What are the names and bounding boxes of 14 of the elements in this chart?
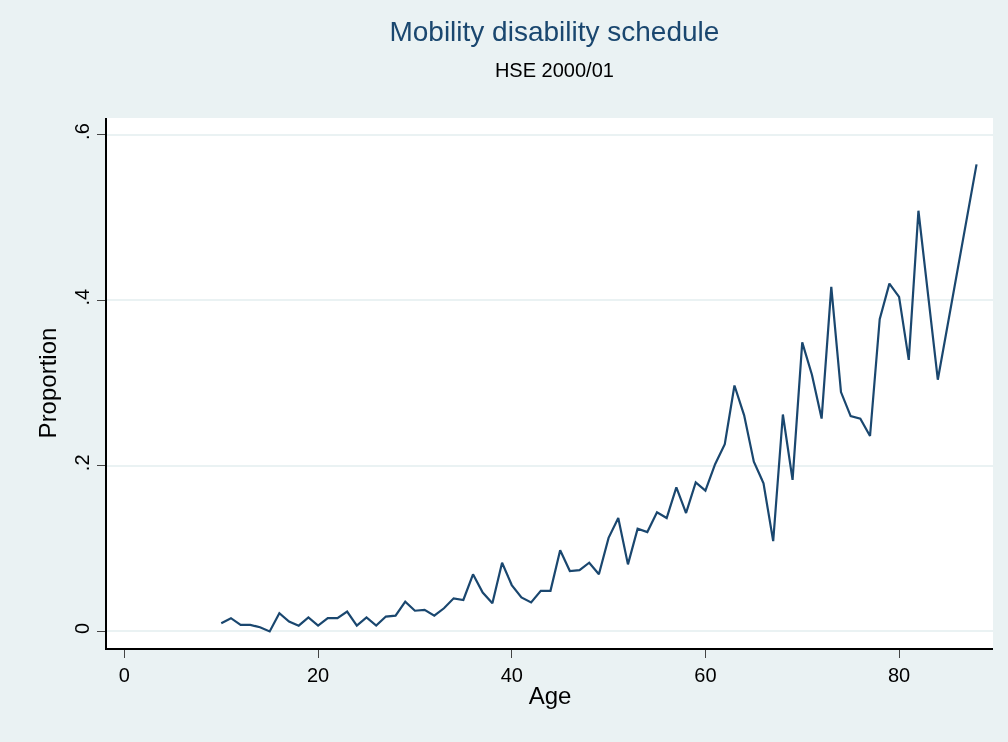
chart-title: Mobility disability schedule [389,15,720,47]
y-tick-label: 0 [71,622,94,634]
y-tick-label: .6 [71,123,94,140]
y-tick-label: .2 [71,454,94,472]
line-series [220,163,978,633]
y-tick-label: .4 [71,288,94,306]
x-tick-label: 40 [500,663,523,686]
x-axis-title: Age [528,681,572,709]
x-tick-label: 80 [887,663,911,686]
chart-subtitle: HSE 2000/01 [494,59,614,82]
x-tick-label: 60 [694,663,717,686]
x-tick-label: 20 [306,663,330,686]
x-tick-label: 0 [118,663,130,686]
y-axis-title: Proportion [33,327,61,439]
